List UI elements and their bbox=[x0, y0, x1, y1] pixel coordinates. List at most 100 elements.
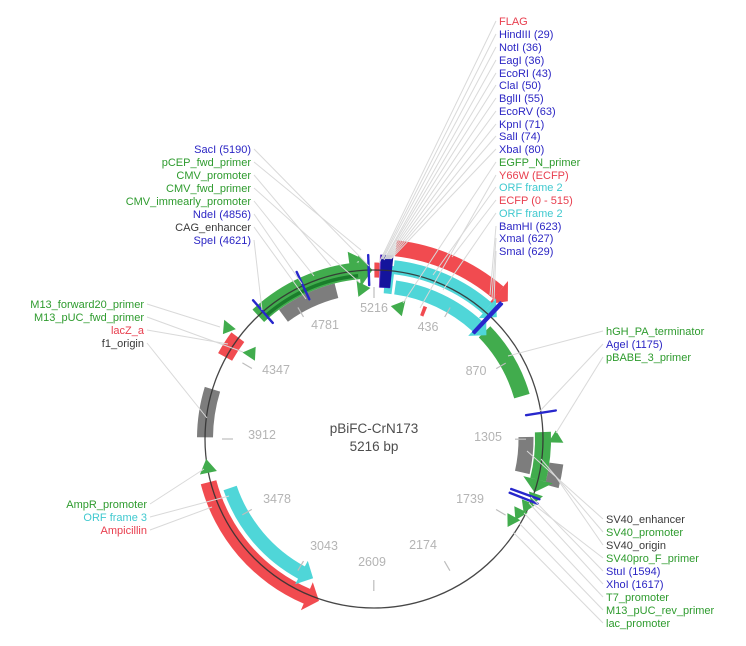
bglii-label-leader bbox=[386, 97, 497, 260]
sv40pro-f-label[interactable]: SV40pro_F_primer bbox=[606, 553, 699, 565]
lac-promoter-label-leader bbox=[512, 531, 604, 624]
lacz-a-feature[interactable] bbox=[218, 332, 245, 361]
xbai-label[interactable]: XbaI (80) bbox=[499, 144, 544, 156]
tick-label-4781: 4781 bbox=[311, 318, 339, 332]
tick-label-3478: 3478 bbox=[263, 492, 291, 506]
cmv-fwd-primer-feature[interactable] bbox=[356, 280, 371, 297]
y66w-feature[interactable] bbox=[420, 305, 428, 317]
smai-site[interactable] bbox=[473, 302, 504, 335]
plasmid-size: 5216 bp bbox=[349, 439, 399, 454]
m13-forward20-label[interactable]: M13_forward20_primer bbox=[30, 299, 144, 311]
m13-puc-rev-label[interactable]: M13_pUC_rev_primer bbox=[606, 605, 715, 617]
saci-label[interactable]: SacI (5190) bbox=[194, 144, 251, 156]
egfp-n-primer-label-leader bbox=[402, 161, 497, 304]
plasmid-title: pBiFC-CrN173 5216 bp bbox=[330, 420, 419, 456]
ndei-label-leader bbox=[253, 213, 303, 285]
ampicillin-label[interactable]: Ampicillin bbox=[101, 525, 147, 537]
ampr-promoter-feature[interactable] bbox=[199, 459, 217, 475]
tick-label-2174: 2174 bbox=[409, 538, 437, 552]
y66w-label[interactable]: Y66W (ECFP) bbox=[499, 170, 569, 182]
cag-enhancer-label[interactable]: CAG_enhancer bbox=[175, 222, 251, 234]
tick-label-870: 870 bbox=[466, 364, 487, 378]
egfp-n-primer-feature[interactable] bbox=[390, 300, 406, 317]
lac-promoter-label[interactable]: lac_promoter bbox=[606, 618, 671, 630]
bamhi-label[interactable]: BamHI (623) bbox=[499, 221, 561, 233]
stui-site[interactable] bbox=[510, 487, 541, 501]
m13-puc-fwd-primer-feature[interactable] bbox=[242, 346, 256, 361]
saci-site[interactable] bbox=[367, 253, 371, 287]
sv40-promoter-feature[interactable] bbox=[523, 431, 553, 493]
lac-promoter-feature[interactable] bbox=[507, 513, 521, 527]
cmv-promoter-label[interactable]: CMV_promoter bbox=[176, 170, 251, 182]
smai-label[interactable]: SmaI (629) bbox=[499, 246, 553, 258]
tick-mark-1739 bbox=[495, 508, 506, 516]
pbabe-3-primer-label[interactable]: pBABE_3_primer bbox=[606, 352, 691, 364]
m13-puc-rev-primer-feature[interactable] bbox=[514, 506, 528, 521]
spei-site[interactable] bbox=[251, 299, 274, 325]
orf-frame-2-inner-feature[interactable] bbox=[394, 280, 487, 336]
ampr-promoter-label[interactable]: AmpR_promoter bbox=[66, 499, 147, 511]
y66w-label-leader bbox=[419, 174, 497, 309]
t7-promoter-label[interactable]: T7_promoter bbox=[606, 592, 669, 604]
eagi-label[interactable]: EagI (36) bbox=[499, 55, 544, 67]
stui-label[interactable]: StuI (1594) bbox=[606, 566, 660, 578]
agei-site[interactable] bbox=[524, 409, 557, 417]
flag-label[interactable]: FLAG bbox=[499, 16, 528, 28]
f1-origin-label[interactable]: f1_origin bbox=[102, 338, 144, 350]
xmai-label[interactable]: XmaI (627) bbox=[499, 233, 553, 245]
bamhi-xmai-site[interactable] bbox=[472, 301, 502, 334]
ecfp-label[interactable]: ECFP (0 - 515) bbox=[499, 195, 573, 207]
orf-frame-2-label-1[interactable]: ORF frame 2 bbox=[499, 182, 563, 194]
ampicillin-feature[interactable] bbox=[200, 480, 319, 611]
agei-label[interactable]: AgeI (1175) bbox=[606, 339, 663, 351]
cag-enhancer-feature[interactable] bbox=[279, 283, 339, 322]
bglii-label[interactable]: BglII (55) bbox=[499, 93, 544, 105]
xhoi-label[interactable]: XhoI (1617) bbox=[606, 579, 663, 591]
tick-mark-870 bbox=[495, 362, 507, 370]
ecorv-label[interactable]: EcoRV (63) bbox=[499, 106, 556, 118]
m13-puc-fwd-label-leader bbox=[146, 316, 244, 353]
ndei-site[interactable] bbox=[295, 270, 311, 301]
lacz-a-label[interactable]: lacZ_a bbox=[111, 325, 145, 337]
ecori-label[interactable]: EcoRI (43) bbox=[499, 68, 552, 80]
orf-frame-3-label-leader bbox=[149, 495, 230, 518]
tick-mark-3043 bbox=[297, 560, 305, 571]
ndei-label[interactable]: NdeI (4856) bbox=[193, 209, 251, 221]
t7-promoter-feature[interactable] bbox=[521, 499, 536, 513]
hgh-pa-label[interactable]: hGH_PA_terminator bbox=[606, 326, 705, 338]
pcep-fwd-primer-label[interactable]: pCEP_fwd_primer bbox=[162, 157, 252, 169]
xhoi-site[interactable] bbox=[508, 491, 539, 505]
clai-label[interactable]: ClaI (50) bbox=[499, 80, 541, 92]
sv40-origin-label[interactable]: SV40_origin bbox=[606, 540, 666, 552]
egfp-n-primer-label[interactable]: EGFP_N_primer bbox=[499, 157, 581, 169]
m13-forward20-primer-feature[interactable] bbox=[222, 319, 236, 335]
orf-frame-2-label-2[interactable]: ORF frame 2 bbox=[499, 208, 563, 220]
orf-frame-3-feature[interactable] bbox=[223, 485, 314, 585]
orf-frame-2-outer-feature[interactable] bbox=[393, 260, 497, 319]
sali-label[interactable]: SalI (74) bbox=[499, 131, 541, 143]
cmv-fwd-primer-label[interactable]: CMV_fwd_primer bbox=[166, 183, 251, 195]
spei-label[interactable]: SpeI (4621) bbox=[194, 235, 251, 247]
sv40-enhancer-feature[interactable] bbox=[515, 436, 534, 475]
kpni-label[interactable]: KpnI (71) bbox=[499, 119, 544, 131]
pcep-fwd-primer-label-leader bbox=[253, 161, 362, 251]
sv40-enhancer-label[interactable]: SV40_enhancer bbox=[606, 514, 685, 526]
tick-label-5216: 5216 bbox=[360, 301, 388, 315]
tick-label-2609: 2609 bbox=[358, 555, 386, 569]
f1-origin-feature[interactable] bbox=[197, 386, 221, 438]
orf-frame-3-label[interactable]: ORF frame 3 bbox=[83, 512, 147, 524]
m13-puc-fwd-label[interactable]: M13_pUC_fwd_primer bbox=[34, 312, 144, 324]
pcep-fwd-primer-feature[interactable] bbox=[347, 251, 362, 268]
ecfp-label-leader bbox=[451, 199, 497, 258]
tick-label-1739: 1739 bbox=[456, 492, 484, 506]
noti-label[interactable]: NotI (36) bbox=[499, 42, 542, 54]
tick-mark-436 bbox=[444, 307, 451, 318]
cmv-immearly-label[interactable]: CMV_immearly_promoter bbox=[126, 196, 252, 208]
cmv-promoter-core-feature[interactable] bbox=[265, 274, 359, 317]
hgh-pa-terminator-feature[interactable] bbox=[478, 326, 530, 399]
sv40-promoter-label[interactable]: SV40_promoter bbox=[606, 527, 683, 539]
hindiii-label[interactable]: HindIII (29) bbox=[499, 29, 553, 41]
ecfp-feature[interactable] bbox=[395, 240, 508, 305]
pbabe-3-primer-feature[interactable] bbox=[548, 430, 564, 443]
orf-frame-2-label-2-leader bbox=[442, 212, 497, 291]
